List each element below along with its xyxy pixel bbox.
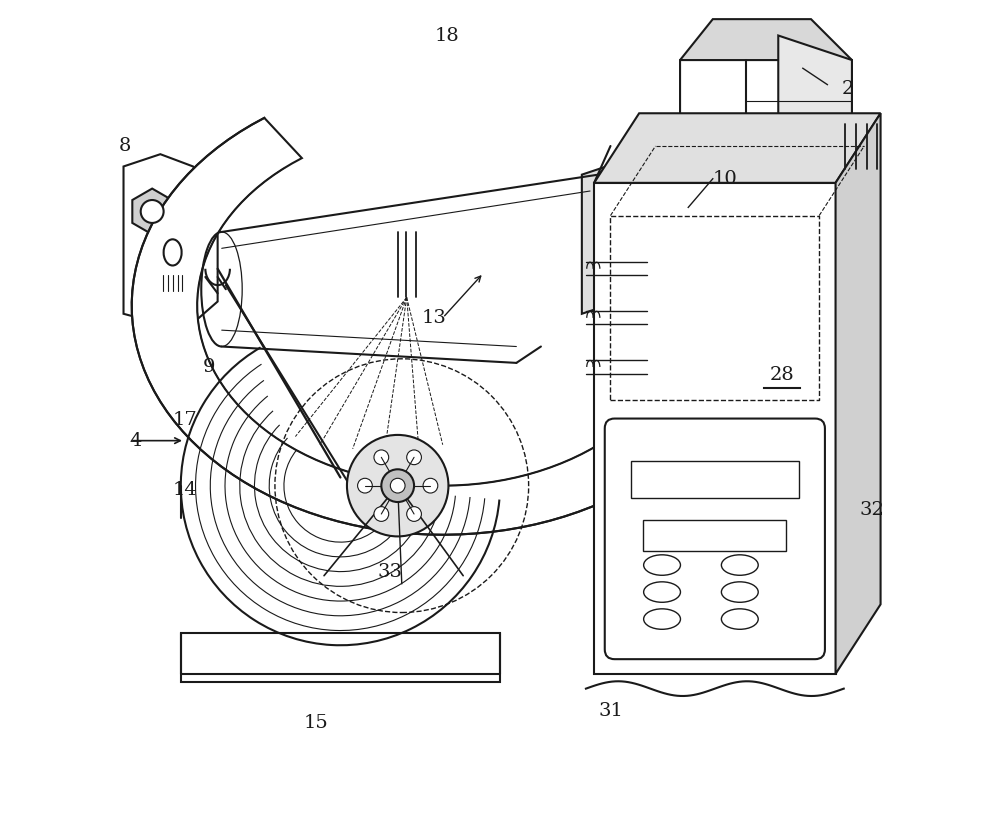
Polygon shape: [680, 19, 852, 60]
Polygon shape: [680, 199, 778, 281]
Circle shape: [381, 470, 414, 502]
Ellipse shape: [644, 555, 680, 575]
Polygon shape: [124, 154, 218, 330]
Circle shape: [407, 450, 421, 465]
Circle shape: [390, 478, 405, 493]
Text: 15: 15: [303, 714, 328, 732]
Circle shape: [407, 507, 421, 522]
Polygon shape: [594, 183, 836, 674]
Text: 4: 4: [130, 432, 142, 450]
Circle shape: [423, 478, 438, 493]
Text: 8: 8: [119, 137, 131, 155]
Text: 18: 18: [434, 26, 459, 44]
Text: 17: 17: [173, 411, 197, 429]
Ellipse shape: [644, 609, 680, 630]
Polygon shape: [582, 166, 606, 314]
Text: 10: 10: [713, 170, 737, 188]
Text: 2: 2: [842, 80, 854, 98]
Text: 31: 31: [598, 702, 623, 719]
Text: 28: 28: [770, 366, 795, 384]
Ellipse shape: [721, 582, 758, 602]
Ellipse shape: [721, 555, 758, 575]
FancyBboxPatch shape: [631, 461, 799, 498]
Circle shape: [374, 450, 389, 465]
Polygon shape: [836, 113, 881, 674]
Polygon shape: [181, 633, 500, 682]
Circle shape: [347, 435, 448, 536]
Ellipse shape: [644, 582, 680, 602]
Circle shape: [141, 200, 164, 223]
FancyBboxPatch shape: [605, 419, 825, 659]
Polygon shape: [594, 113, 881, 183]
Polygon shape: [680, 35, 852, 216]
Polygon shape: [132, 189, 172, 234]
Polygon shape: [778, 35, 852, 216]
Text: 13: 13: [422, 309, 447, 327]
Polygon shape: [132, 118, 749, 535]
Text: 32: 32: [860, 501, 885, 519]
Circle shape: [358, 478, 372, 493]
Circle shape: [374, 507, 389, 522]
Text: 9: 9: [203, 358, 216, 376]
Ellipse shape: [721, 609, 758, 630]
Text: 14: 14: [173, 480, 197, 499]
Text: 33: 33: [377, 563, 402, 581]
FancyBboxPatch shape: [643, 520, 786, 551]
